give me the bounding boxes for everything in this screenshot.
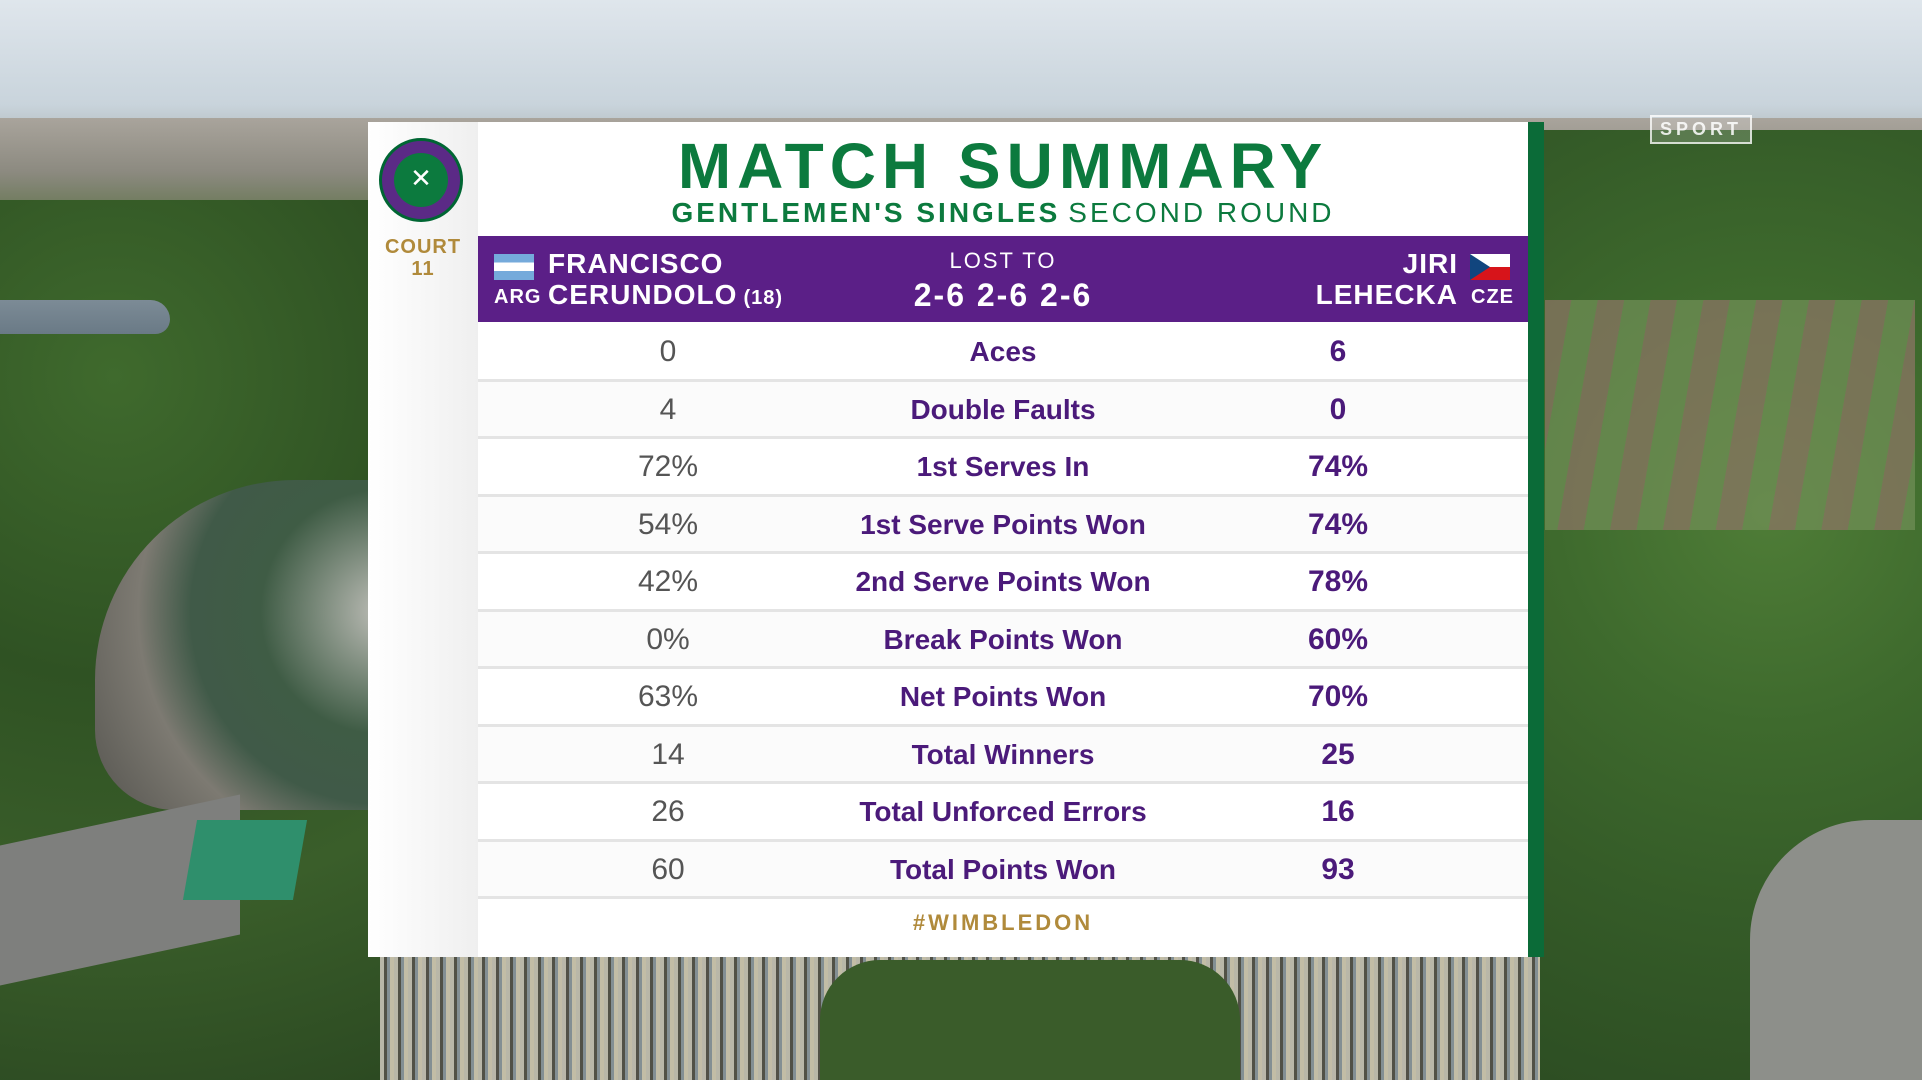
crossed-rackets-icon: ✕ bbox=[410, 164, 432, 194]
match-summary-card: ✕ COURT 11 MATCH SUMMARY GENTLEMEN'S SIN… bbox=[368, 122, 1528, 957]
right-stat-value: 25 bbox=[1321, 737, 1355, 771]
left-stat-value: 4 bbox=[659, 392, 677, 426]
match-score: 2-6 2-6 2-6 bbox=[913, 277, 1093, 313]
wimbledon-logo-icon: ✕ bbox=[379, 138, 463, 222]
left-stat-value: 14 bbox=[651, 737, 685, 771]
czech-flag-icon bbox=[1470, 254, 1510, 280]
left-stat-value: 60 bbox=[651, 852, 685, 886]
left-stat-value: 0% bbox=[646, 622, 690, 656]
stats-table: 0 Aces 6 4 Double Faults 0 72% 1st Serves In 7… bbox=[478, 324, 1528, 899]
stat-label: Total Points Won bbox=[889, 853, 1117, 885]
right-stat-value: 74% bbox=[1307, 450, 1369, 483]
left-stat-value: 0 bbox=[659, 335, 677, 368]
stat-label: 2nd Serve Points Won bbox=[855, 566, 1151, 597]
right-player-last-name: LEHECKA bbox=[1315, 279, 1458, 310]
stat-row: 60 Total Points Won 93 bbox=[478, 841, 1528, 899]
left-stat-value: 26 bbox=[651, 795, 685, 828]
stat-row: 42% 2nd Serve Points Won 78% bbox=[478, 554, 1528, 612]
stat-label: Break Points Won bbox=[883, 623, 1123, 655]
right-stat-value: 70% bbox=[1307, 680, 1369, 713]
right-stat-value: 74% bbox=[1307, 507, 1369, 541]
event-name: GENTLEMEN'S SINGLES bbox=[671, 197, 1061, 228]
crowd-trees bbox=[820, 960, 1240, 1080]
stat-row: 4 Double Faults 0 bbox=[478, 381, 1528, 439]
right-player-first-name: JIRI bbox=[1402, 248, 1458, 279]
left-player-first-name: FRANCISCO bbox=[548, 248, 724, 279]
page-title: MATCH SUMMARY bbox=[677, 130, 1329, 202]
stat-label: 1st Serves In bbox=[916, 451, 1090, 482]
stat-row: 63% Net Points Won 70% bbox=[478, 669, 1528, 727]
road bbox=[1750, 820, 1922, 1080]
hashtag: #WIMBLEDON bbox=[912, 910, 1094, 935]
left-stat-value: 42% bbox=[637, 565, 699, 598]
left-player-last-name: CERUNDOLO (18) bbox=[548, 279, 783, 314]
sky bbox=[0, 0, 1922, 130]
left-stat-value: 72% bbox=[637, 450, 699, 483]
court-panel: ✕ COURT 11 bbox=[368, 122, 478, 957]
lake bbox=[0, 300, 170, 334]
rooftops bbox=[1545, 300, 1915, 530]
stat-row: 0 Aces 6 bbox=[478, 324, 1528, 382]
argentina-flag-icon bbox=[494, 254, 534, 280]
right-stat-value: 78% bbox=[1307, 565, 1369, 598]
court-word: COURT bbox=[384, 236, 462, 258]
court-number: 11 bbox=[411, 258, 435, 280]
court-label: COURT 11 bbox=[368, 236, 478, 280]
left-player-seed: (18) bbox=[743, 287, 784, 309]
right-country-code: CZE bbox=[1471, 286, 1514, 308]
left-stat-value: 54% bbox=[637, 507, 699, 541]
grass-court bbox=[182, 820, 308, 900]
event-subtitle: GENTLEMEN'S SINGLES SECOND ROUND bbox=[478, 196, 1528, 230]
stat-label: Total Unforced Errors bbox=[859, 796, 1147, 827]
stat-label: 1st Serve Points Won bbox=[860, 508, 1146, 540]
right-stat-value: 16 bbox=[1321, 795, 1355, 828]
players-banner: ARG FRANCISCO CERUNDOLO (18) LOST TO 2-6 … bbox=[478, 236, 1528, 322]
logo-inner-circle: ✕ bbox=[394, 153, 448, 207]
stat-label: Double Faults bbox=[910, 393, 1096, 425]
right-stat-value: 6 bbox=[1329, 335, 1347, 368]
summary-panel: MATCH SUMMARY GENTLEMEN'S SINGLES SECOND … bbox=[478, 122, 1528, 957]
stat-label: Net Points Won bbox=[899, 681, 1107, 712]
right-stat-value: 93 bbox=[1321, 852, 1355, 886]
stat-row: 72% 1st Serves In 74% bbox=[478, 439, 1528, 497]
broadcaster-logo: SPORT bbox=[1650, 115, 1753, 144]
stat-label: Aces bbox=[969, 336, 1037, 367]
right-stat-value: 0 bbox=[1329, 392, 1347, 426]
left-country-code: ARG bbox=[494, 286, 542, 308]
result-label: LOST TO bbox=[949, 248, 1057, 273]
left-player-surname: CERUNDOLO bbox=[548, 279, 738, 310]
right-stat-value: 60% bbox=[1307, 622, 1369, 656]
stat-row: 14 Total Winners 25 bbox=[478, 726, 1528, 784]
stat-label: Total Winners bbox=[911, 738, 1095, 770]
round-name: SECOND ROUND bbox=[1068, 197, 1335, 228]
stat-row: 54% 1st Serve Points Won 74% bbox=[478, 496, 1528, 554]
stat-row: 26 Total Unforced Errors 16 bbox=[478, 784, 1528, 842]
left-stat-value: 63% bbox=[637, 680, 699, 713]
card-green-edge bbox=[1528, 122, 1544, 957]
stat-row: 0% Break Points Won 60% bbox=[478, 611, 1528, 669]
